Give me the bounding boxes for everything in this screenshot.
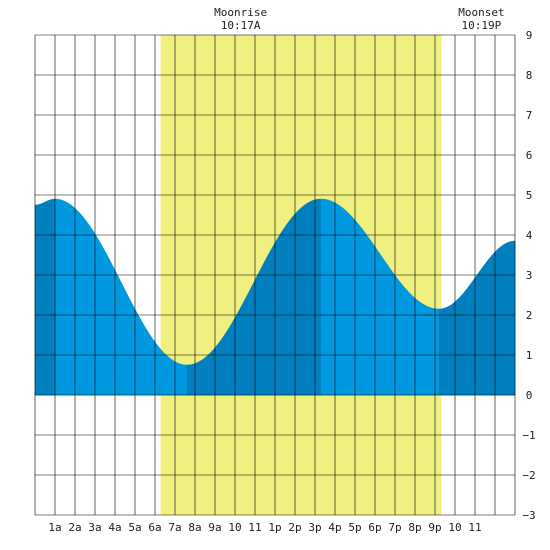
y-tick-label: 0 [526,389,533,402]
x-tick-label: 2p [288,521,301,534]
moonset-time: 10:19P [462,19,502,32]
tide-fill-layer [34,198,516,396]
y-tick-label: −3 [522,509,535,522]
x-tick-label: 5p [348,521,361,534]
tide-rising-segment [34,198,56,396]
x-tick-label: 4p [328,521,341,534]
x-tick-label: 2a [68,521,81,534]
y-tick-label: 6 [526,149,533,162]
x-tick-label: 11 [468,521,481,534]
y-tick-label: 5 [526,189,533,202]
y-tick-label: 9 [526,29,533,42]
x-tick-label: 1p [268,521,281,534]
moonrise-time: 10:17A [221,19,261,32]
y-tick-label: −2 [522,469,535,482]
x-tick-label: 6p [368,521,381,534]
tide-falling-segment [54,198,188,396]
x-tick-label: 10 [448,521,461,534]
moonset-label: Moonset [458,6,504,19]
y-tick-label: −1 [522,429,535,442]
x-tick-label: 6a [148,521,161,534]
x-tick-label: 7p [388,521,401,534]
x-tick-label: 8p [408,521,421,534]
x-tick-label: 9p [428,521,441,534]
tide-rising-segment [438,240,516,396]
x-tick-label: 9a [208,521,221,534]
y-tick-label: 4 [526,229,533,242]
grid-layer [34,34,516,516]
x-tick-label: 10 [228,521,241,534]
y-tick-label: 1 [526,349,533,362]
x-tick-label: 3p [308,521,321,534]
tide-falling-segment [320,198,440,396]
x-tick-label: 11 [248,521,261,534]
x-tick-label: 3a [88,521,101,534]
y-tick-label: 8 [526,69,533,82]
x-tick-label: 5a [128,521,141,534]
x-tick-label: 7a [168,521,181,534]
x-tick-label: 4a [108,521,121,534]
y-tick-label: 3 [526,269,533,282]
y-tick-label: 2 [526,309,533,322]
x-tick-label: 8a [188,521,201,534]
x-tick-label: 1a [48,521,61,534]
label-layer: 1a 2a 3a 4a 5a 6a 7a 8a 9a 10 11 1p 2p 3p 4p 5p 6p 7p 8p 9p… [48,6,535,534]
y-tick-label: 7 [526,109,533,122]
moonrise-label: Moonrise [214,6,267,19]
